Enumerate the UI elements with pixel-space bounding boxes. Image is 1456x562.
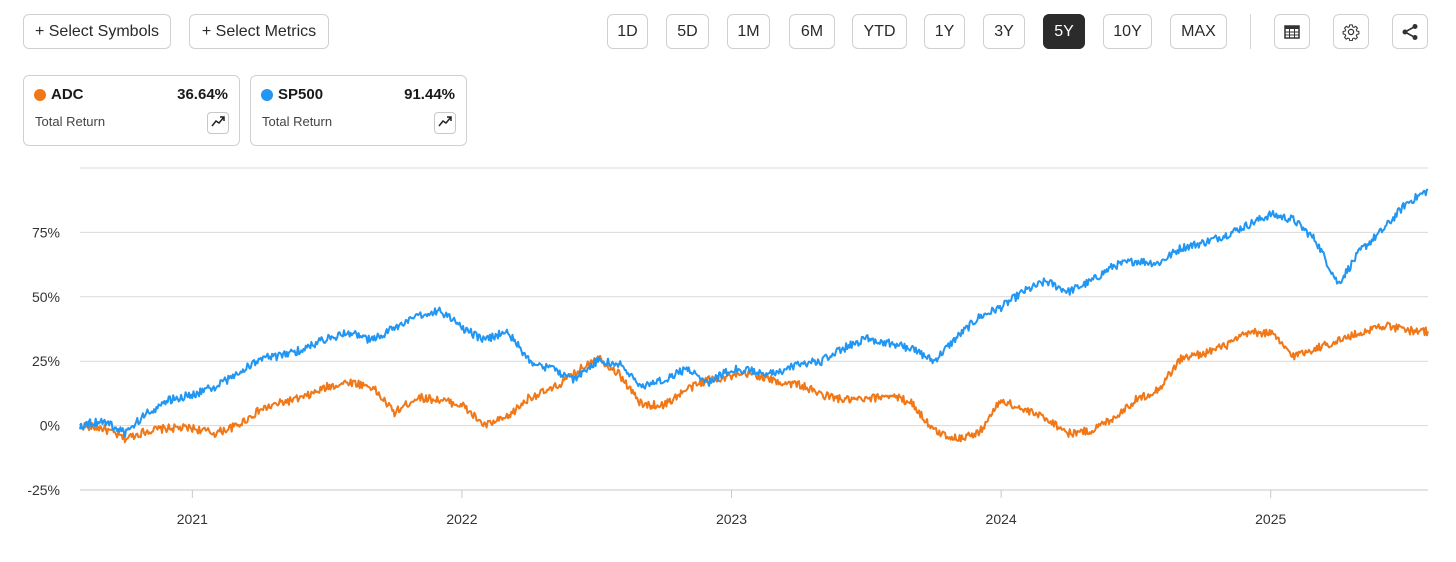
gear-icon	[1342, 23, 1360, 41]
adc-color-dot	[34, 89, 46, 101]
range-10y-button[interactable]: 10Y	[1103, 14, 1152, 49]
legend-value: 36.64%	[177, 86, 228, 103]
x-tick-label: 2021	[177, 511, 208, 527]
range-5d-button[interactable]: 5D	[666, 14, 709, 49]
legend-card-sp500[interactable]: SP500 91.44% Total Return	[250, 75, 467, 146]
range-max-button[interactable]: MAX	[1170, 14, 1227, 49]
range-5y-button[interactable]: 5Y	[1043, 14, 1085, 49]
share-icon	[1401, 23, 1419, 41]
range-1y-button[interactable]: 1Y	[924, 14, 965, 49]
trend-chart-icon	[211, 114, 225, 132]
range-ytd-button[interactable]: YTD	[852, 14, 907, 49]
range-6m-button[interactable]: 6M	[789, 14, 835, 49]
table-view-button[interactable]	[1274, 14, 1310, 49]
y-tick-label: 0%	[40, 418, 60, 434]
x-tick-label: 2022	[446, 511, 477, 527]
x-tick-label: 2023	[716, 511, 747, 527]
share-button[interactable]	[1392, 14, 1428, 49]
chart-type-button[interactable]	[434, 112, 456, 134]
legend-symbol: ADC	[51, 86, 84, 103]
y-tick-label: 25%	[32, 353, 60, 369]
legend-card-adc[interactable]: ADC 36.64% Total Return	[23, 75, 240, 146]
select-metrics-button[interactable]: + Select Metrics	[189, 14, 329, 49]
series-line-adc[interactable]	[79, 321, 1429, 444]
range-1m-button[interactable]: 1M	[727, 14, 770, 49]
y-tick-label: -25%	[27, 482, 60, 498]
x-tick-label: 2024	[986, 511, 1017, 527]
y-tick-label: 50%	[32, 289, 60, 305]
series-line-sp500[interactable]	[79, 188, 1429, 438]
range-1d-button[interactable]: 1D	[607, 14, 648, 49]
legend-metric: Total Return	[262, 114, 333, 129]
chart-type-button[interactable]	[207, 112, 229, 134]
sp500-color-dot	[261, 89, 273, 101]
legend-symbol: SP500	[278, 86, 324, 103]
toolbar-divider	[1250, 14, 1251, 49]
table-icon	[1284, 24, 1300, 39]
y-tick-label: 75%	[32, 224, 60, 240]
select-symbols-button[interactable]: + Select Symbols	[23, 14, 171, 49]
trend-chart-icon	[438, 114, 452, 132]
legend-metric: Total Return	[35, 114, 106, 129]
settings-button[interactable]	[1333, 14, 1369, 49]
legend-value: 91.44%	[404, 86, 455, 103]
x-tick-label: 2025	[1255, 511, 1286, 527]
range-3y-button[interactable]: 3Y	[983, 14, 1025, 49]
